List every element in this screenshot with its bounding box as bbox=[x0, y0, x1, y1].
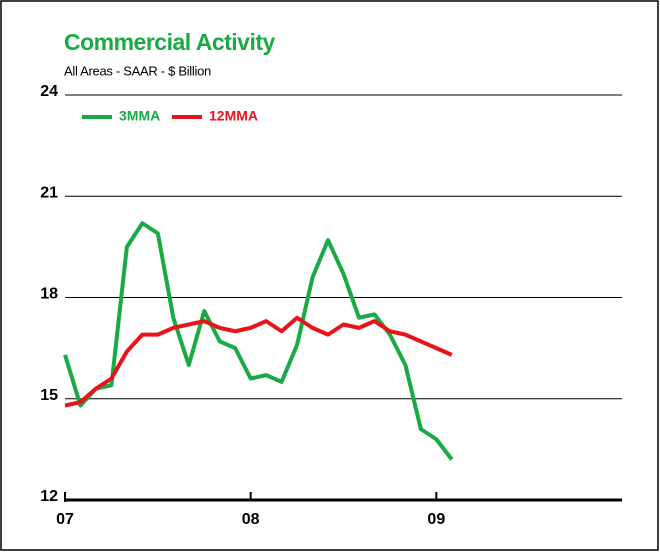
y-tick-label: 15 bbox=[40, 387, 58, 404]
line-series bbox=[64, 315, 453, 408]
x-tick-label: 09 bbox=[427, 511, 445, 528]
legend-label: 12MMA bbox=[209, 108, 258, 124]
legend-label: 3MMA bbox=[119, 108, 160, 124]
x-tick-label: 08 bbox=[242, 511, 260, 528]
chart-title: Commercial Activity bbox=[64, 29, 275, 55]
chart-subtitle: All Areas - SAAR - $ Billion bbox=[64, 63, 211, 78]
y-tick-label: 21 bbox=[40, 184, 58, 201]
x-tick-label: 07 bbox=[56, 511, 74, 528]
y-tick-label: 24 bbox=[40, 83, 58, 100]
y-tick-label: 12 bbox=[40, 488, 58, 505]
y-tick-label: 18 bbox=[40, 286, 58, 303]
